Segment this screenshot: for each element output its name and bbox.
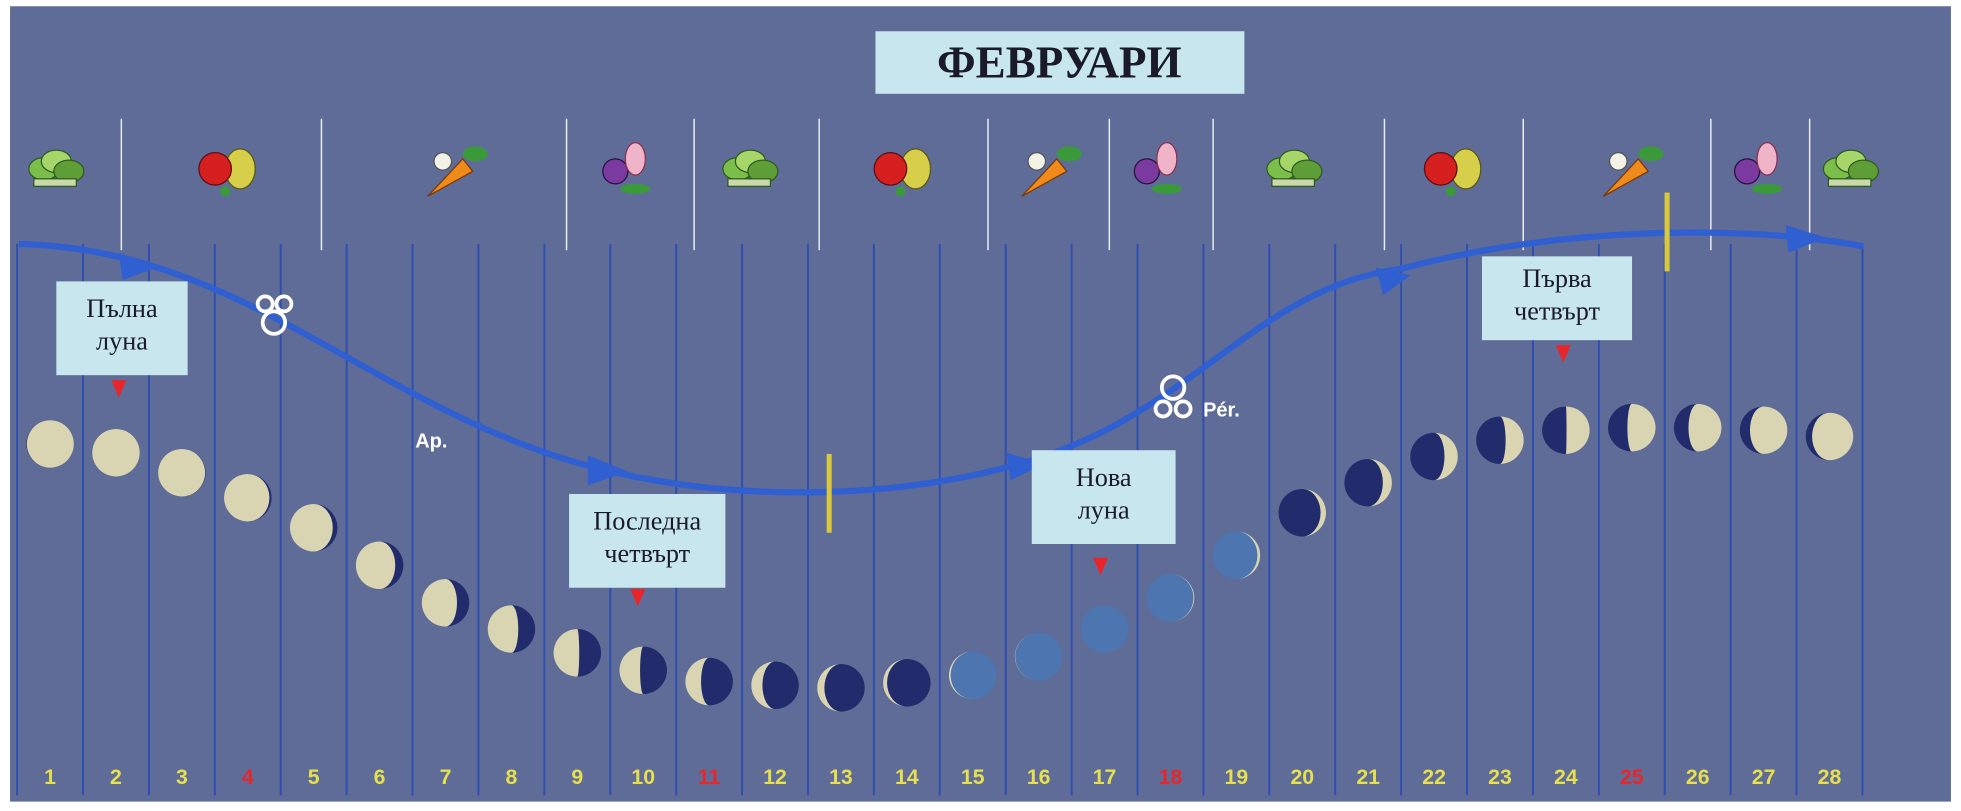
tulip: [1157, 143, 1177, 176]
calendar: Ap. Pér. Пълна луна Последна четвърт Нова лун…: [0, 0, 1961, 811]
violet: [1735, 159, 1760, 184]
apple: [1424, 153, 1457, 186]
carrot-top: [1057, 146, 1082, 161]
tulip: [625, 143, 645, 176]
perigee-label: Pér.: [1203, 399, 1240, 421]
day-label: 23: [1488, 765, 1512, 789]
day-label: 25: [1620, 765, 1644, 789]
day-label: 20: [1290, 765, 1314, 789]
phase-label: луна: [1078, 495, 1130, 524]
radish: [1610, 153, 1628, 171]
day-label: 5: [308, 765, 320, 789]
day-label: 18: [1159, 765, 1183, 789]
moon-dark: [1081, 605, 1129, 653]
day-label: 3: [176, 765, 188, 789]
day-label: 8: [505, 765, 517, 789]
stalks: [34, 179, 77, 187]
phase-label: луна: [96, 327, 148, 356]
violet: [603, 159, 628, 184]
stalks: [1272, 179, 1315, 187]
moon-lit: [92, 429, 140, 477]
carrot-top: [1638, 146, 1663, 161]
phase-label: четвърт: [604, 539, 690, 568]
day-label: 28: [1818, 765, 1842, 789]
day-label: 13: [829, 765, 853, 789]
violet: [1134, 159, 1159, 184]
stem-leaf: [1152, 184, 1182, 194]
day-label: 1: [44, 765, 56, 789]
stalks: [728, 179, 771, 187]
day-label: 14: [895, 765, 919, 789]
phase-label: четвърт: [1514, 297, 1600, 326]
day-label: 9: [571, 765, 583, 789]
day-label: 2: [110, 765, 122, 789]
stem-leaf: [620, 184, 650, 194]
day-label: 16: [1027, 765, 1051, 789]
pea: [1446, 186, 1456, 196]
moon-lit: [158, 449, 205, 497]
day-label: 15: [961, 765, 985, 789]
title: ФЕВРУАРИ: [937, 38, 1182, 88]
day-label: 26: [1686, 765, 1710, 789]
pea: [220, 186, 230, 196]
moon-dark: [1015, 633, 1063, 681]
tulip: [1757, 143, 1777, 176]
bar: [1665, 193, 1670, 272]
page: {"header": {"title": "ФЕВРУАРИ"}, "days"…: [0, 0, 1961, 811]
radish: [1028, 153, 1046, 171]
stalks: [1828, 179, 1871, 187]
apogee-label: Ap.: [415, 431, 447, 453]
moon-lit: [27, 420, 74, 468]
day-label: 12: [763, 765, 787, 789]
day-label: 22: [1422, 765, 1446, 789]
day-label: 4: [242, 765, 254, 789]
day-label: 17: [1093, 765, 1117, 789]
moon-lit: [224, 474, 269, 522]
day-label: 10: [631, 765, 655, 789]
phase-label: Последна: [593, 507, 701, 536]
radish: [434, 153, 452, 171]
carrot-top: [463, 146, 488, 161]
phase-label: Нова: [1076, 463, 1132, 492]
day-label: 21: [1356, 765, 1380, 789]
day-label: 7: [440, 765, 452, 789]
phase-label: Първа: [1522, 264, 1592, 293]
apple: [874, 153, 907, 186]
phase-label: Пълна: [86, 294, 158, 323]
day-label: 24: [1554, 765, 1578, 789]
stem-leaf: [1752, 184, 1782, 194]
day-label: 19: [1225, 765, 1249, 789]
day-label: 11: [698, 765, 721, 789]
apple: [199, 153, 232, 186]
pea: [895, 186, 905, 196]
day-label: 27: [1752, 765, 1776, 789]
day-label: 6: [374, 765, 386, 789]
bar: [827, 454, 832, 533]
